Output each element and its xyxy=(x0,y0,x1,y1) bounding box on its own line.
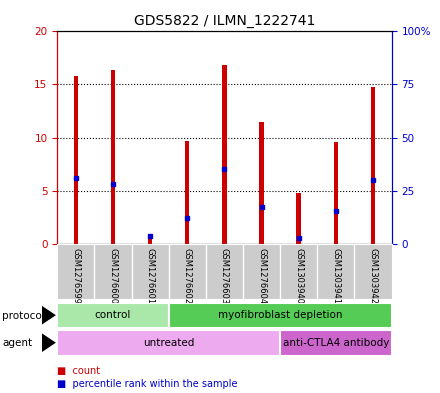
Bar xyxy=(73,76,78,244)
Text: untreated: untreated xyxy=(143,338,194,348)
Bar xyxy=(57,303,169,328)
Title: GDS5822 / ILMN_1222741: GDS5822 / ILMN_1222741 xyxy=(134,14,315,28)
Polygon shape xyxy=(42,306,56,325)
Bar xyxy=(334,142,338,244)
Text: agent: agent xyxy=(2,338,32,348)
Text: GSM1276601: GSM1276601 xyxy=(146,248,154,304)
Bar xyxy=(222,65,227,244)
Text: GSM1276602: GSM1276602 xyxy=(183,248,192,304)
Text: ■  count: ■ count xyxy=(57,366,100,376)
Text: GSM1276599: GSM1276599 xyxy=(71,248,80,304)
Text: GSM1303942: GSM1303942 xyxy=(369,248,378,304)
Bar xyxy=(57,330,280,356)
Polygon shape xyxy=(42,333,56,352)
Bar xyxy=(259,121,264,244)
Text: GSM1276604: GSM1276604 xyxy=(257,248,266,304)
Text: GSM1303940: GSM1303940 xyxy=(294,248,303,304)
Text: control: control xyxy=(95,310,131,320)
Text: GSM1276603: GSM1276603 xyxy=(220,248,229,304)
Text: anti-CTLA4 antibody: anti-CTLA4 antibody xyxy=(282,338,389,348)
Bar xyxy=(148,236,152,244)
Text: protocol: protocol xyxy=(2,310,45,321)
Text: GSM1276600: GSM1276600 xyxy=(108,248,117,304)
Bar xyxy=(185,141,190,244)
Text: myofibroblast depletion: myofibroblast depletion xyxy=(218,310,342,320)
Text: ■  percentile rank within the sample: ■ percentile rank within the sample xyxy=(57,379,238,389)
Bar xyxy=(280,330,392,356)
Bar xyxy=(169,303,392,328)
Text: GSM1303941: GSM1303941 xyxy=(331,248,341,304)
Bar xyxy=(111,70,115,244)
Bar xyxy=(371,86,375,244)
Bar xyxy=(297,193,301,244)
